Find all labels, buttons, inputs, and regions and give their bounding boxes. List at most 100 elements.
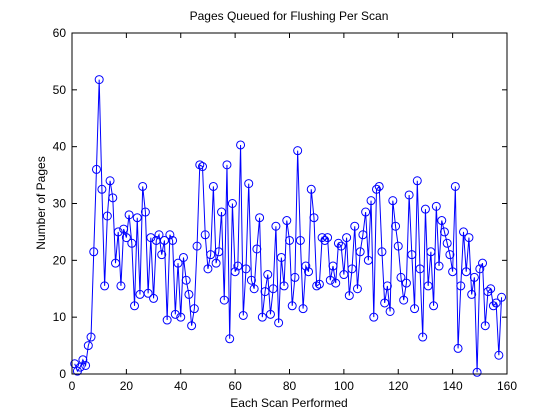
data-point bbox=[366, 196, 376, 206]
data-point bbox=[328, 261, 338, 271]
data-point bbox=[83, 341, 93, 351]
data-point bbox=[227, 199, 237, 208]
data-point bbox=[301, 261, 311, 271]
data-point bbox=[140, 207, 150, 217]
data-point bbox=[497, 292, 507, 302]
data-point bbox=[206, 250, 216, 260]
data-point bbox=[372, 184, 381, 194]
data-point bbox=[246, 275, 256, 285]
data-point bbox=[456, 281, 466, 291]
data-point bbox=[124, 210, 134, 220]
data-point bbox=[483, 287, 493, 297]
data-point bbox=[399, 295, 409, 305]
data-point bbox=[263, 270, 273, 280]
data-point bbox=[203, 264, 213, 274]
data-point bbox=[102, 211, 112, 221]
data-point bbox=[279, 281, 289, 291]
data-point bbox=[255, 213, 265, 223]
data-point bbox=[119, 224, 129, 234]
data-point bbox=[154, 230, 164, 240]
data-point bbox=[157, 250, 167, 260]
data-point bbox=[350, 221, 360, 231]
data-point bbox=[320, 235, 330, 245]
data-point bbox=[78, 355, 88, 365]
data-point bbox=[423, 281, 433, 291]
data-point bbox=[339, 270, 349, 280]
data-point bbox=[143, 288, 153, 298]
data-point bbox=[225, 334, 235, 344]
data-point bbox=[374, 181, 384, 191]
data-point bbox=[459, 227, 468, 237]
x-tick-label: 0 bbox=[69, 379, 76, 393]
x-tick-label: 20 bbox=[120, 379, 134, 393]
data-point bbox=[418, 332, 428, 342]
data-point bbox=[450, 181, 460, 191]
data-point bbox=[344, 291, 354, 301]
data-point bbox=[426, 247, 436, 257]
data-point bbox=[461, 267, 471, 277]
data-point bbox=[219, 295, 229, 305]
data-point bbox=[415, 264, 425, 274]
data-point bbox=[331, 278, 341, 288]
data-point bbox=[434, 261, 444, 271]
data-point bbox=[404, 190, 414, 200]
data-point bbox=[388, 196, 398, 206]
data-point bbox=[342, 233, 352, 243]
data-point bbox=[488, 301, 498, 311]
x-tick-label: 80 bbox=[283, 379, 297, 393]
data-point bbox=[97, 184, 107, 194]
data-point bbox=[391, 221, 401, 231]
data-point bbox=[100, 281, 110, 291]
data-point bbox=[116, 281, 126, 291]
data-point bbox=[298, 304, 308, 314]
data-point bbox=[306, 184, 316, 194]
data-point bbox=[314, 279, 324, 289]
data-point bbox=[192, 241, 202, 251]
data-point bbox=[464, 233, 474, 243]
data-point bbox=[393, 241, 403, 251]
data-point bbox=[293, 146, 303, 156]
data-point bbox=[382, 281, 392, 291]
data-point bbox=[173, 258, 183, 268]
data-point bbox=[325, 275, 335, 285]
y-tick-label: 40 bbox=[53, 140, 67, 154]
data-point bbox=[494, 350, 504, 360]
y-tick-label: 20 bbox=[53, 253, 67, 267]
y-tick-label: 0 bbox=[59, 367, 66, 381]
data-point bbox=[312, 281, 322, 291]
data-point bbox=[380, 298, 390, 308]
data-point bbox=[276, 252, 286, 262]
data-point bbox=[317, 233, 327, 243]
data-point bbox=[453, 343, 463, 353]
data-point bbox=[195, 160, 205, 170]
data-point bbox=[260, 287, 270, 297]
data-point bbox=[396, 272, 406, 282]
y-axis-label: Number of Pages bbox=[34, 156, 48, 249]
data-point bbox=[187, 321, 197, 331]
data-point bbox=[165, 230, 175, 240]
data-point bbox=[214, 247, 224, 257]
y-tick-label: 60 bbox=[53, 26, 67, 40]
x-tick-label: 100 bbox=[334, 379, 354, 393]
data-point bbox=[91, 164, 101, 174]
data-point bbox=[271, 221, 281, 231]
data-point bbox=[238, 310, 248, 320]
data-point bbox=[200, 230, 210, 240]
data-point bbox=[244, 179, 254, 189]
data-point bbox=[486, 284, 496, 294]
data-point bbox=[442, 238, 452, 248]
plot-area bbox=[72, 33, 507, 374]
data-point bbox=[323, 233, 333, 243]
data-point bbox=[429, 301, 439, 311]
data-point bbox=[478, 258, 488, 268]
data-point bbox=[121, 233, 131, 243]
data-point bbox=[217, 207, 227, 217]
x-tick-label: 120 bbox=[388, 379, 408, 393]
x-tick-label: 140 bbox=[443, 379, 463, 393]
data-point bbox=[149, 293, 159, 303]
data-point bbox=[467, 289, 477, 299]
data-point bbox=[285, 235, 294, 245]
data-point bbox=[211, 258, 221, 268]
data-point bbox=[437, 216, 447, 226]
